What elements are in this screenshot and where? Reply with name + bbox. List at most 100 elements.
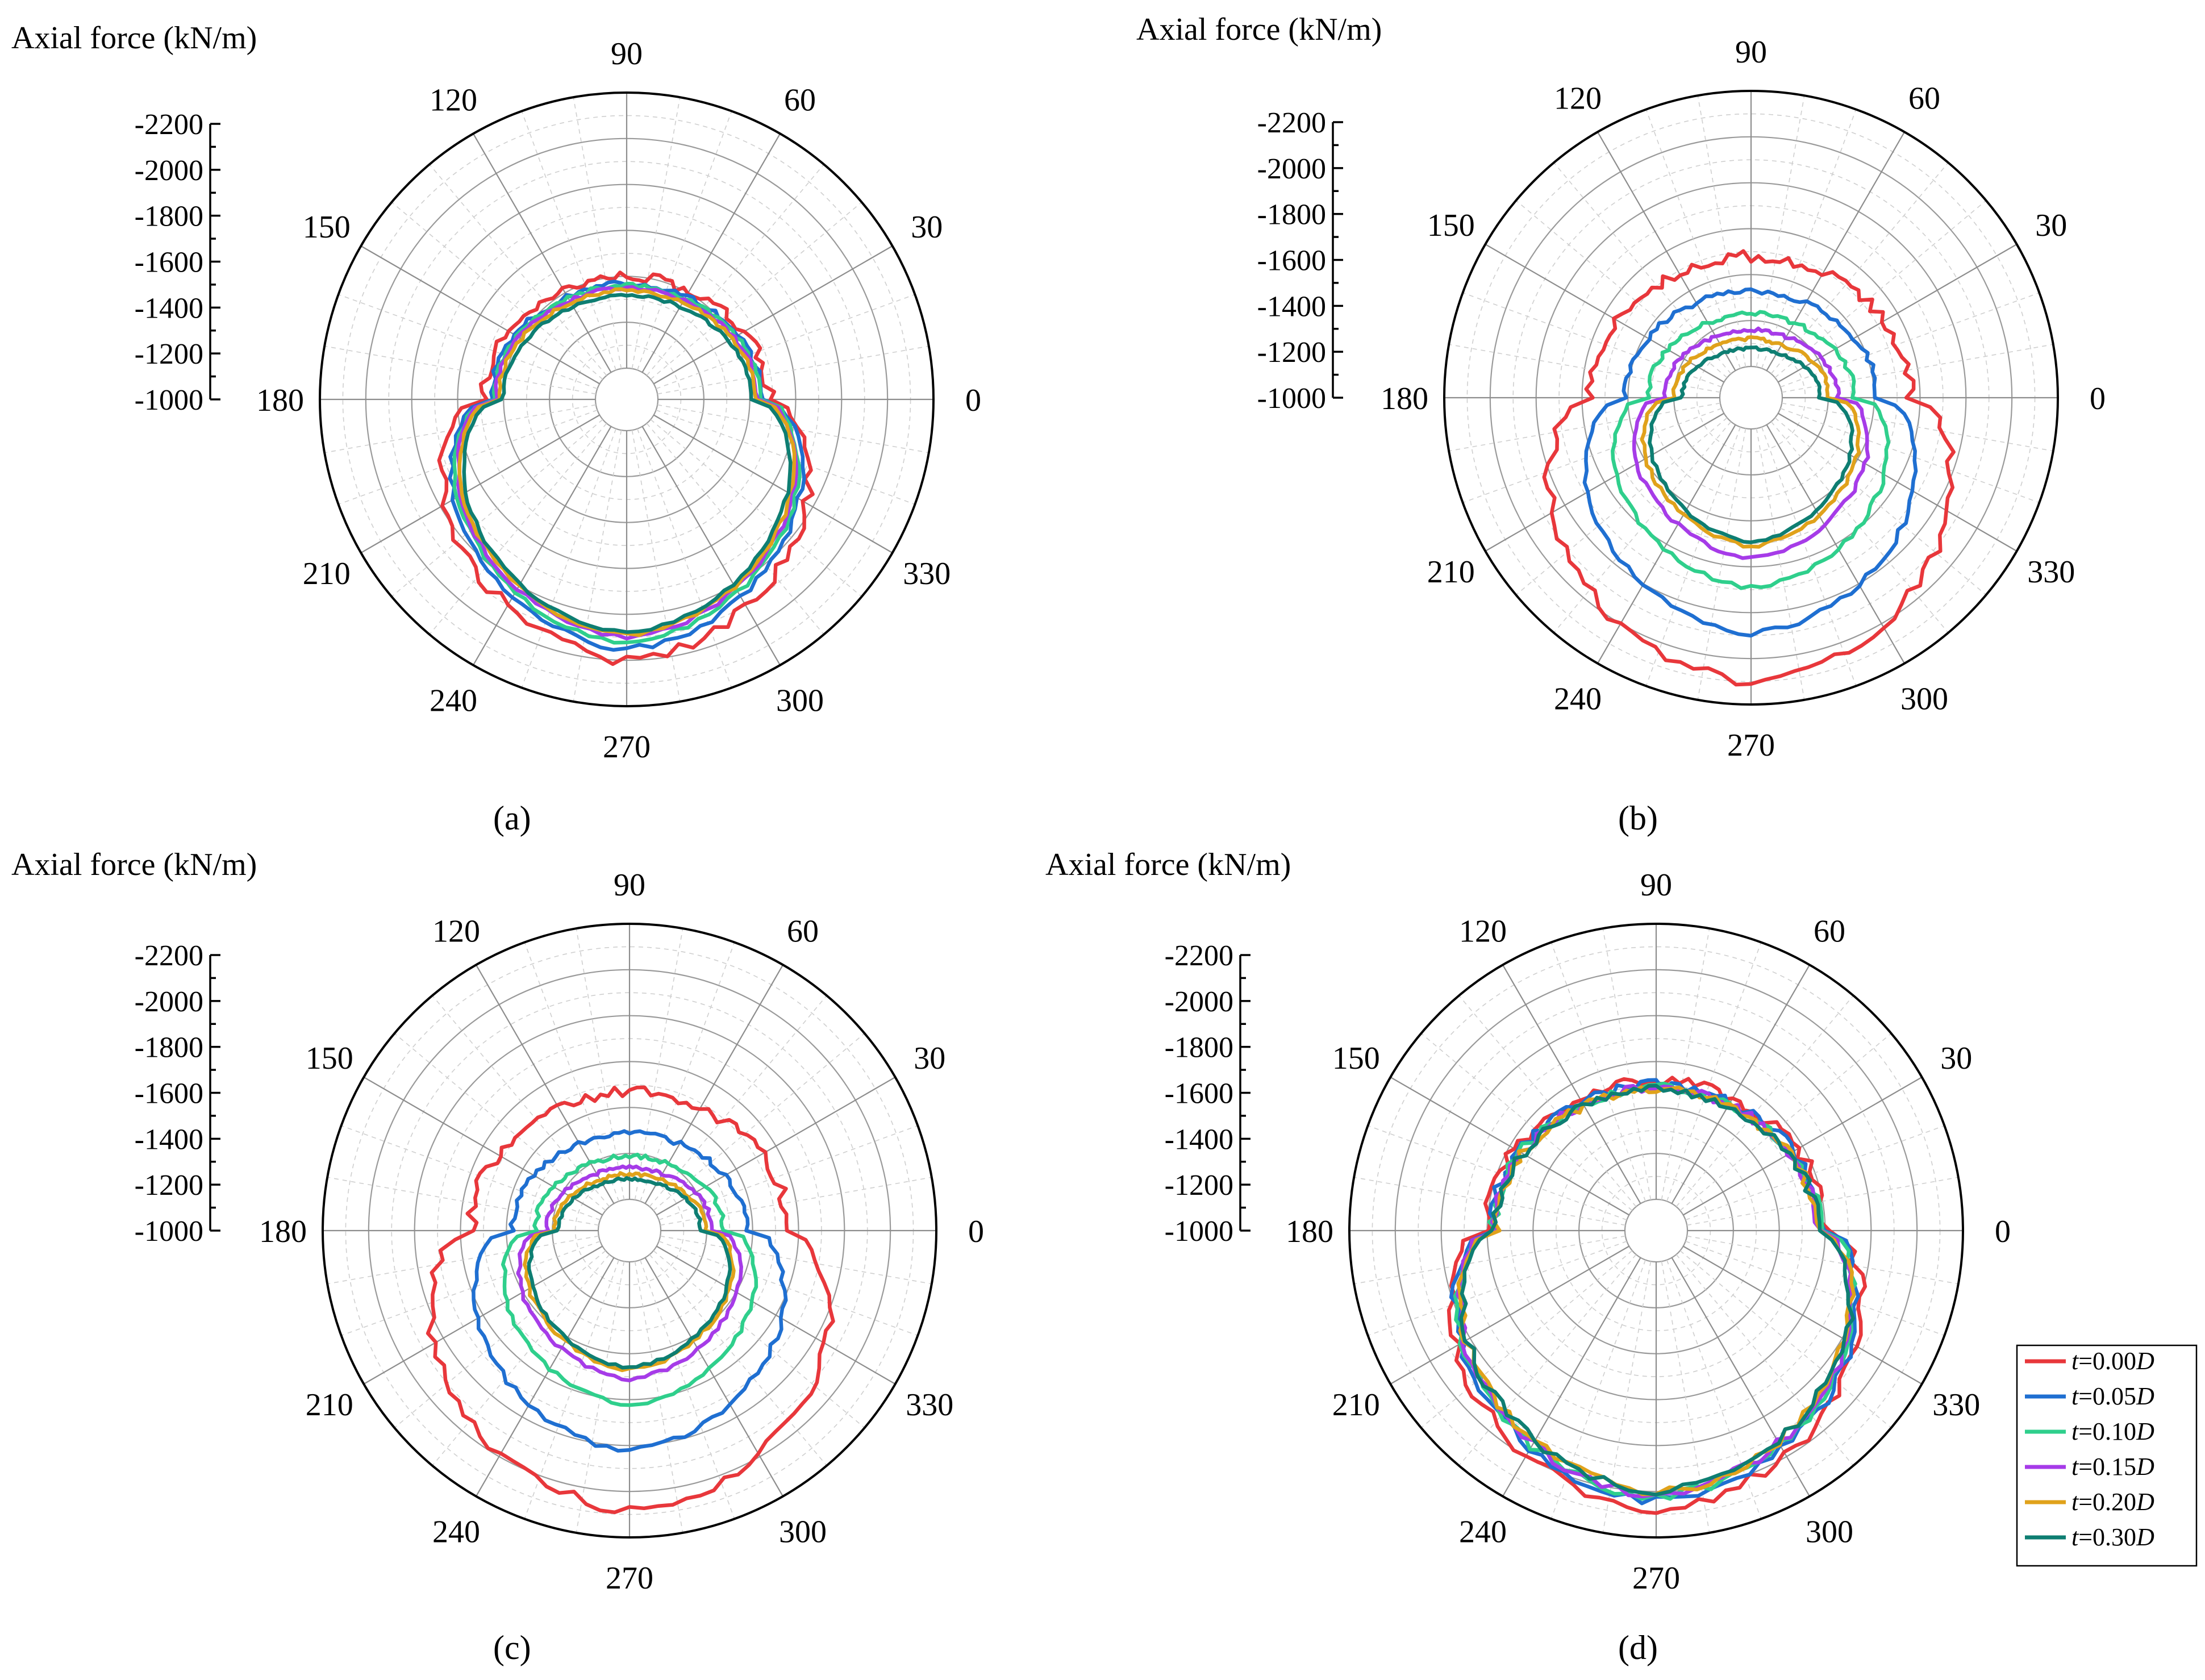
radial-tick-label: -2200 <box>1165 940 1233 972</box>
polar-frame <box>1443 90 2059 706</box>
polar-frame <box>322 923 937 1539</box>
radial-tick-label: -1800 <box>135 1032 203 1064</box>
major-spoke <box>1485 244 1724 383</box>
major-ring <box>597 1198 662 1263</box>
angle-label: 0 <box>968 1214 984 1249</box>
angle-label: 210 <box>1427 555 1475 590</box>
major-spoke <box>1597 131 1736 371</box>
angle-label: 330 <box>903 556 951 591</box>
minor-spoke <box>341 1241 601 1336</box>
minor-spoke <box>650 419 862 597</box>
major-spoke <box>1485 412 1724 552</box>
major-spoke <box>1671 1257 1810 1497</box>
angle-label: 60 <box>787 914 819 949</box>
minor-spoke <box>429 423 607 635</box>
minor-spoke <box>656 410 915 505</box>
series-line-t-0-10D <box>501 1152 758 1407</box>
minor-spoke <box>1368 1241 1627 1336</box>
minor-spoke <box>521 428 616 688</box>
minor-spoke <box>1553 162 1732 374</box>
minor-spoke <box>653 1033 865 1211</box>
minor-spoke <box>1774 417 1987 595</box>
minor-spoke <box>1679 1250 1892 1428</box>
angle-label: 90 <box>614 868 645 903</box>
major-spoke <box>653 414 893 553</box>
major-ring <box>1719 365 1783 430</box>
angle-label: 330 <box>1932 1387 1980 1423</box>
radial-tick-label: -2000 <box>1165 986 1233 1018</box>
minor-spoke <box>1645 109 1741 369</box>
minor-spoke <box>657 345 929 395</box>
series-line-t-0-30D <box>1459 1083 1856 1496</box>
radial-tick-label: -1600 <box>1257 245 1326 277</box>
radial-tick-label: -1400 <box>1165 1123 1233 1156</box>
minor-spoke <box>1756 428 1805 700</box>
panel-label: (d) <box>1618 1629 1658 1666</box>
major-spoke <box>363 1245 603 1385</box>
minor-spoke <box>1666 942 1762 1202</box>
minor-spoke <box>646 164 824 376</box>
angle-label: 240 <box>1554 681 1602 716</box>
radial-tick-label: -1200 <box>1257 336 1326 369</box>
minor-spoke <box>1602 928 1652 1200</box>
minor-spoke <box>338 410 598 505</box>
angle-label: 180 <box>256 383 304 418</box>
angle-label: 120 <box>432 914 480 949</box>
radial-tick-label: -1800 <box>135 201 203 233</box>
series-line-t-0-20D <box>1456 1085 1856 1496</box>
angle-label: 180 <box>1381 381 1428 416</box>
minor-spoke <box>1685 1241 1945 1336</box>
angle-label: 330 <box>906 1387 953 1423</box>
angle-label: 300 <box>1806 1514 1853 1549</box>
minor-spoke <box>1420 1033 1633 1211</box>
major-spoke <box>1597 424 1736 664</box>
minor-spoke <box>660 1235 932 1285</box>
radial-tick-label: -1200 <box>135 1169 203 1202</box>
major-spoke <box>473 426 612 666</box>
major-spoke <box>656 1245 896 1385</box>
major-spoke <box>1778 244 2018 383</box>
radial-tick-label: -2000 <box>1257 153 1326 185</box>
angle-label: 150 <box>1332 1041 1380 1076</box>
major-spoke <box>476 964 615 1204</box>
minor-spoke <box>637 428 732 688</box>
minor-spoke <box>634 928 683 1200</box>
angle-label: 120 <box>1554 81 1602 116</box>
legend-label: t=0.15D <box>2071 1453 2154 1481</box>
angle-label: 210 <box>306 1387 353 1423</box>
minor-spoke <box>524 1260 619 1519</box>
major-spoke <box>360 245 600 385</box>
radial-tick-label: -1000 <box>135 1215 203 1248</box>
major-spoke <box>644 1257 783 1497</box>
series-line-t-0-05D <box>1582 287 1918 638</box>
radial-tick-label: -1400 <box>1257 290 1326 323</box>
minor-spoke <box>657 404 929 453</box>
minor-spoke <box>1515 417 1728 595</box>
series-line-t-0-00D <box>1542 249 1956 687</box>
series-line-t-0-30D <box>527 1176 732 1370</box>
legend-box <box>2016 1344 2198 1567</box>
radial-tick-label: -1000 <box>135 384 203 416</box>
angle-label: 60 <box>784 83 816 118</box>
angle-label: 270 <box>606 1561 653 1596</box>
radial-tick-label: -1200 <box>135 338 203 370</box>
angle-label: 120 <box>1459 914 1507 949</box>
radial-tick-label: -2200 <box>1257 107 1326 139</box>
minor-spoke <box>1782 402 2053 452</box>
radial-tick-label: -1400 <box>135 292 203 324</box>
minor-spoke <box>658 1125 918 1220</box>
angle-label: 30 <box>1940 1041 1972 1076</box>
angle-label: 90 <box>611 36 643 72</box>
legend-label: t=0.10D <box>2071 1418 2154 1445</box>
major-spoke <box>641 426 781 666</box>
minor-spoke <box>631 97 681 369</box>
angle-label: 300 <box>779 1514 827 1549</box>
minor-spoke <box>394 1250 606 1428</box>
minor-spoke <box>658 1241 918 1336</box>
major-spoke <box>1766 131 1905 371</box>
minor-spoke <box>1458 995 1637 1207</box>
angle-label: 180 <box>1286 1214 1333 1249</box>
